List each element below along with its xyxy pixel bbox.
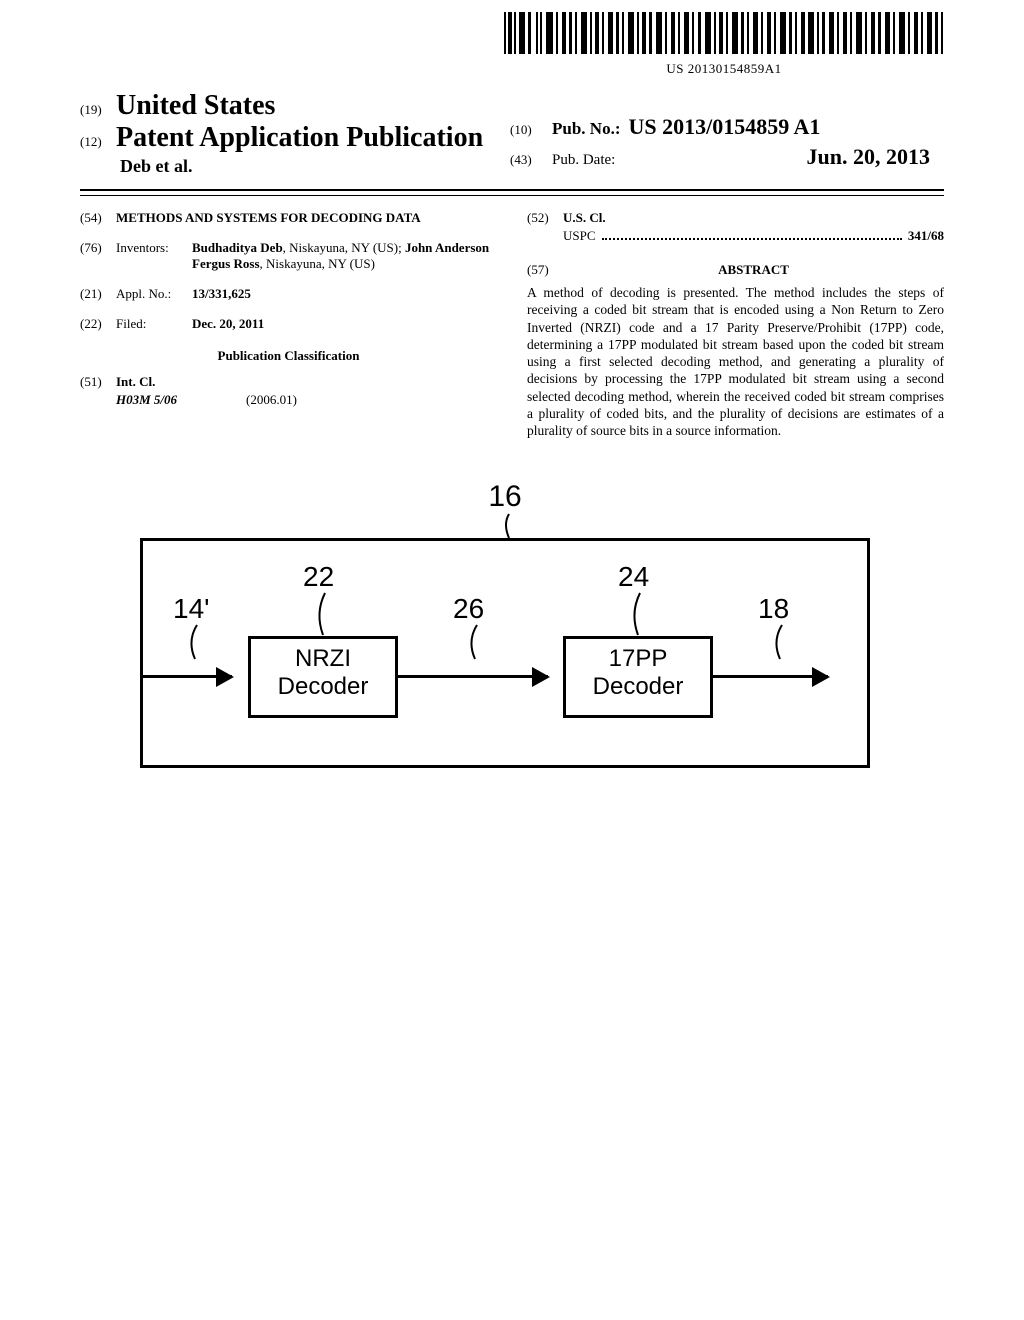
- label-16: 16: [140, 480, 870, 514]
- columns: (54) METHODS AND SYSTEMS FOR DECODING DA…: [80, 210, 944, 439]
- outer-box: 14' 22 26 24 18 NRZI Decoder 17PP Decode…: [140, 538, 870, 768]
- arrow-out: [713, 675, 828, 678]
- inv1-name: Budhaditya Deb: [192, 240, 283, 255]
- abstract-body: A method of decoding is presented. The m…: [527, 284, 944, 439]
- intcl-label: Int. Cl.: [116, 374, 155, 390]
- field-51: (51): [80, 374, 116, 390]
- label-22: 22: [303, 561, 334, 593]
- rule-top: [80, 189, 944, 191]
- field-21: (21): [80, 286, 116, 302]
- uscl-label: U.S. Cl.: [563, 210, 606, 226]
- right-column: (52) U.S. Cl. USPC 341/68 (57) ABSTRACT …: [527, 210, 944, 439]
- filed-val: Dec. 20, 2011: [192, 316, 264, 332]
- field-19: (19): [80, 102, 116, 118]
- pub-no-label: Pub. No.:: [552, 119, 620, 139]
- appl-label: Appl. No.:: [116, 286, 192, 302]
- uspc-label: USPC: [563, 228, 596, 244]
- arrow-mid: [398, 675, 548, 678]
- appl-val: 13/331,625: [192, 286, 251, 302]
- uspc-line: USPC 341/68: [527, 228, 944, 244]
- label-24: 24: [618, 561, 649, 593]
- box1-line1: NRZI: [251, 645, 395, 673]
- diagram: 16 14' 22 26 24 18 NRZI Decoder 17PP Dec…: [140, 480, 870, 768]
- intcl-ver: (2006.01): [246, 392, 297, 408]
- barcode-graphic: [504, 12, 944, 59]
- dots: [602, 230, 902, 240]
- box2-line2: Decoder: [566, 673, 710, 701]
- pub-date: Jun. 20, 2013: [807, 144, 930, 170]
- 17pp-decoder-box: 17PP Decoder: [563, 636, 713, 718]
- field-76: (76): [80, 240, 116, 272]
- intcl-code: H03M 5/06: [116, 392, 246, 408]
- field-43: (43): [510, 152, 546, 168]
- abstract-label: ABSTRACT: [563, 262, 944, 278]
- inventors-label: Inventors:: [116, 240, 192, 272]
- rule-thin: [80, 195, 944, 196]
- field-52: (52): [527, 210, 563, 226]
- leader-22: [313, 591, 343, 641]
- country: United States: [116, 90, 275, 122]
- left-column: (54) METHODS AND SYSTEMS FOR DECODING DA…: [80, 210, 497, 439]
- pubclass-head: Publication Classification: [80, 348, 497, 364]
- label-14: 14': [173, 593, 210, 625]
- inv1-rest: , Niskayuna, NY (US);: [283, 240, 402, 255]
- leader-24: [628, 591, 658, 641]
- field-12: (12): [80, 134, 116, 150]
- label-26: 26: [453, 593, 484, 625]
- inventors-body: Budhaditya Deb, Niskayuna, NY (US); John…: [192, 240, 497, 272]
- field-22: (22): [80, 316, 116, 332]
- nrzi-decoder-box: NRZI Decoder: [248, 636, 398, 718]
- box1-line2: Decoder: [251, 673, 395, 701]
- inv2-rest: , Niskayuna, NY (US): [260, 256, 375, 271]
- filed-label: Filed:: [116, 316, 192, 332]
- arrow-in: [140, 675, 232, 678]
- box2-line1: 17PP: [566, 645, 710, 673]
- pub-type: Patent Application Publication: [116, 122, 483, 154]
- uspc-val: 341/68: [908, 228, 944, 244]
- leader-14: [185, 623, 215, 663]
- header-right: (10) Pub. No.: US 2013/0154859 A1 (43) P…: [510, 114, 930, 170]
- barcode-text: US 20130154859A1: [504, 61, 944, 77]
- field-54: (54): [80, 210, 116, 226]
- pub-no: US 2013/0154859 A1: [628, 114, 820, 140]
- leader-18: [770, 623, 800, 663]
- field-57: (57): [527, 262, 563, 284]
- barcode-section: US 20130154859A1: [504, 12, 944, 77]
- leader-26: [465, 623, 495, 663]
- title: METHODS AND SYSTEMS FOR DECODING DATA: [116, 210, 421, 226]
- field-10: (10): [510, 122, 546, 138]
- pub-date-label: Pub. Date:: [552, 152, 615, 169]
- label-18: 18: [758, 593, 789, 625]
